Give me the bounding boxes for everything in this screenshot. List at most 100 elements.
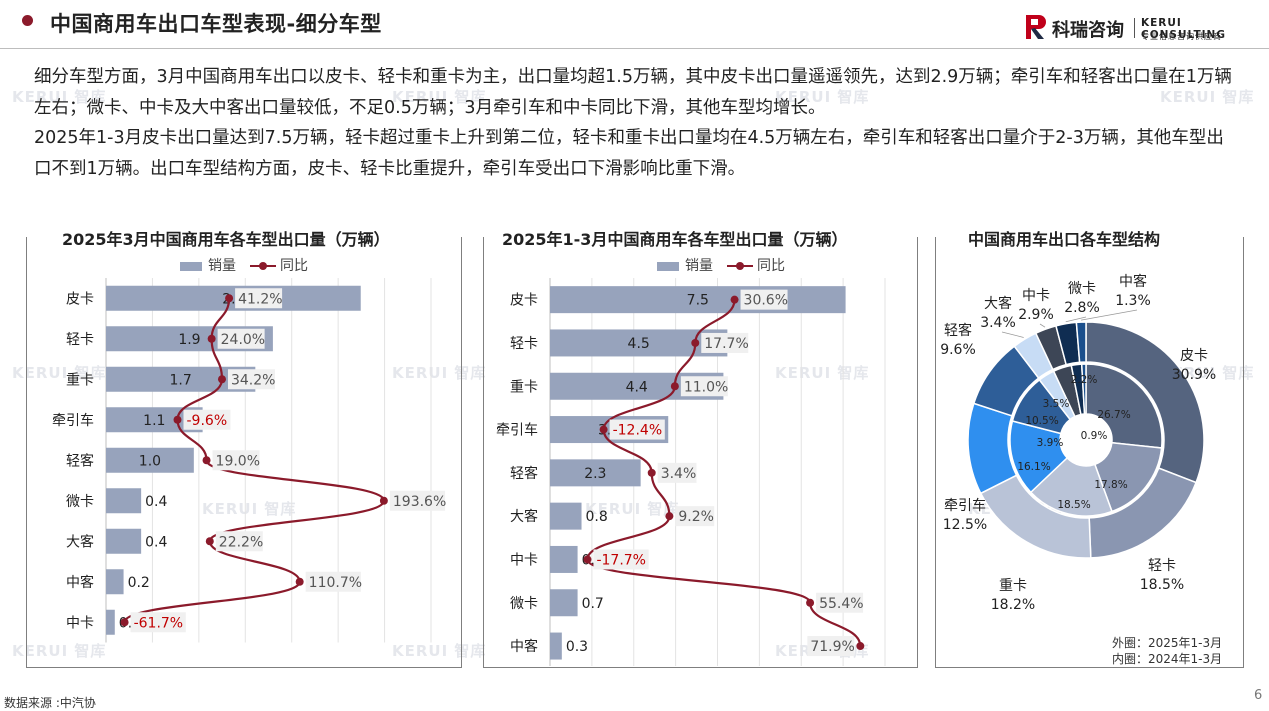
outer-slice-name: 大客 bbox=[984, 295, 1012, 312]
watermark: KERUI 智库 bbox=[392, 364, 487, 382]
chart-panel-march bbox=[26, 237, 462, 668]
yoy-point bbox=[379, 496, 388, 505]
inner-slice-value: 16.1% bbox=[1017, 461, 1050, 473]
outer-slice-value: 1.3% bbox=[1115, 293, 1151, 309]
leader-line bbox=[1065, 316, 1087, 323]
category-label: 轻卡 bbox=[66, 332, 94, 348]
outer-slice-value: 9.6% bbox=[940, 342, 976, 358]
yoy-label-bg bbox=[680, 376, 728, 397]
bar-value-label: 0.4 bbox=[145, 534, 167, 550]
category-label: 牵引车 bbox=[52, 412, 94, 429]
inner-slice-value: 3.5% bbox=[1043, 398, 1070, 410]
yoy-label: 71.9% bbox=[810, 639, 854, 655]
yoy-point bbox=[730, 295, 739, 304]
yoy-label-bg bbox=[816, 592, 864, 613]
chart-legend-q1: 销量 同比 bbox=[657, 255, 785, 275]
leader-line bbox=[1081, 309, 1138, 321]
yoy-label-bg bbox=[609, 419, 665, 440]
category-label: 牵引车 bbox=[496, 422, 538, 439]
yoy-label: -17.7% bbox=[596, 552, 646, 568]
inner-slice-value: 17.8% bbox=[1094, 479, 1127, 491]
outer-slice-name: 中卡 bbox=[1022, 288, 1050, 304]
yoy-label: 55.4% bbox=[819, 596, 863, 612]
yoy-point bbox=[691, 338, 700, 347]
sales-bar bbox=[550, 459, 641, 487]
logo-divider bbox=[1134, 18, 1135, 38]
yoy-label-bg bbox=[183, 409, 231, 430]
watermark: KERUI 智库 bbox=[12, 642, 107, 660]
chart-panel-structure bbox=[935, 237, 1244, 668]
watermark: KERUI 智库 bbox=[12, 364, 107, 382]
category-label: 轻客 bbox=[510, 465, 538, 482]
watermark: KERUI 智库 bbox=[775, 364, 870, 382]
outer-slice-value: 2.9% bbox=[1018, 307, 1054, 323]
bar-value-label: 0.2 bbox=[128, 575, 150, 591]
yoy-label-bg bbox=[675, 506, 715, 527]
inner-ring-note: 内圈：2024年1-3月 bbox=[1112, 652, 1223, 666]
yoy-label-bg bbox=[305, 571, 361, 592]
watermark: KERUI 智库 bbox=[392, 642, 487, 660]
yoy-point bbox=[120, 618, 129, 627]
legend-line-swatch bbox=[250, 260, 276, 272]
outer-slice-value: 3.4% bbox=[980, 315, 1016, 331]
yoy-point bbox=[856, 642, 865, 651]
inner-slice-value: 2.2% bbox=[1071, 374, 1098, 386]
yoy-label: 110.7% bbox=[309, 575, 362, 591]
bar-value-label: 1.7 bbox=[170, 372, 192, 388]
sales-bar bbox=[106, 447, 194, 473]
chart-panel-q1 bbox=[483, 237, 918, 668]
kerui-logo-icon bbox=[1026, 15, 1046, 39]
legend-sales-label: 销量 bbox=[208, 258, 236, 274]
watermark: KERUI 智库 bbox=[12, 88, 107, 106]
sales-bar bbox=[550, 502, 582, 530]
outer-slice-value: 18.2% bbox=[991, 597, 1035, 613]
category-label: 轻客 bbox=[66, 452, 94, 469]
inner-slice-value: 26.7% bbox=[1097, 409, 1130, 421]
outer-ring-slice bbox=[1075, 321, 1087, 364]
page-title: 中国商用车出口车型表现-细分车型 bbox=[50, 12, 382, 36]
bar-value-label: 2.3 bbox=[584, 466, 606, 482]
category-label: 中客 bbox=[510, 638, 538, 655]
outer-slice-value: 18.5% bbox=[1140, 577, 1184, 593]
category-label: 皮卡 bbox=[510, 293, 538, 309]
data-source: 数据来源 :中汽协 bbox=[4, 696, 96, 710]
yoy-label: -61.7% bbox=[134, 615, 184, 631]
chart-title-march: 2025年3月中国商用车各车型出口量（万辆） bbox=[54, 226, 398, 250]
bar-value-label: 1.9 bbox=[178, 332, 200, 348]
sales-bar bbox=[550, 286, 846, 314]
company-logo: 科瑞咨询 KERUI CONSULTING 专业信息咨询供应商 bbox=[1024, 14, 1244, 44]
yoy-label: 3.4% bbox=[661, 466, 697, 482]
yoy-label-bg bbox=[740, 289, 788, 310]
logo-english-name: KERUI CONSULTING bbox=[1141, 17, 1226, 41]
yoy-label-bg bbox=[215, 531, 263, 552]
yoy-label: -9.6% bbox=[187, 413, 228, 429]
bar-value-label: 7.5 bbox=[687, 293, 709, 309]
outer-slice-name: 微卡 bbox=[1068, 281, 1096, 297]
sales-bar bbox=[550, 589, 578, 617]
yoy-point bbox=[173, 415, 182, 424]
inner-ring-slice bbox=[1080, 363, 1087, 415]
category-label: 轻卡 bbox=[510, 336, 538, 352]
yoy-label: 19.0% bbox=[216, 453, 260, 469]
inner-slice-value: 0.9% bbox=[1081, 430, 1108, 442]
yoy-point bbox=[665, 512, 674, 521]
bar-value-label: 0.4 bbox=[145, 494, 167, 510]
yoy-point bbox=[599, 425, 608, 434]
yoy-point bbox=[670, 382, 679, 391]
yoy-point bbox=[647, 468, 656, 477]
watermark: KERUI 智库 bbox=[392, 88, 487, 106]
chart-title-q1: 2025年1-3月中国商用车各车型出口量（万辆） bbox=[494, 226, 856, 250]
summary-paragraph-2: 2025年1-3月皮卡出口量达到7.5万辆，轻卡超过重卡上升到第二位，轻卡和重卡… bbox=[34, 128, 1224, 179]
yoy-label: 17.7% bbox=[704, 336, 748, 352]
summary-text: 细分车型方面，3月中国商用车出口以皮卡、轻卡和重卡为主，出口量均超1.5万辆，其… bbox=[34, 62, 1240, 184]
watermark: KERUI 智库 bbox=[585, 500, 680, 518]
yoy-label: 11.0% bbox=[684, 379, 728, 395]
yoy-label: 30.6% bbox=[744, 293, 788, 309]
category-label: 中卡 bbox=[66, 615, 94, 631]
yoy-label-bg bbox=[217, 328, 265, 349]
yoy-label: 34.2% bbox=[231, 372, 275, 388]
legend-bar-swatch bbox=[180, 261, 202, 271]
legend-sales-label: 销量 bbox=[685, 258, 713, 274]
outer-slice-name: 牵引车 bbox=[944, 497, 986, 514]
